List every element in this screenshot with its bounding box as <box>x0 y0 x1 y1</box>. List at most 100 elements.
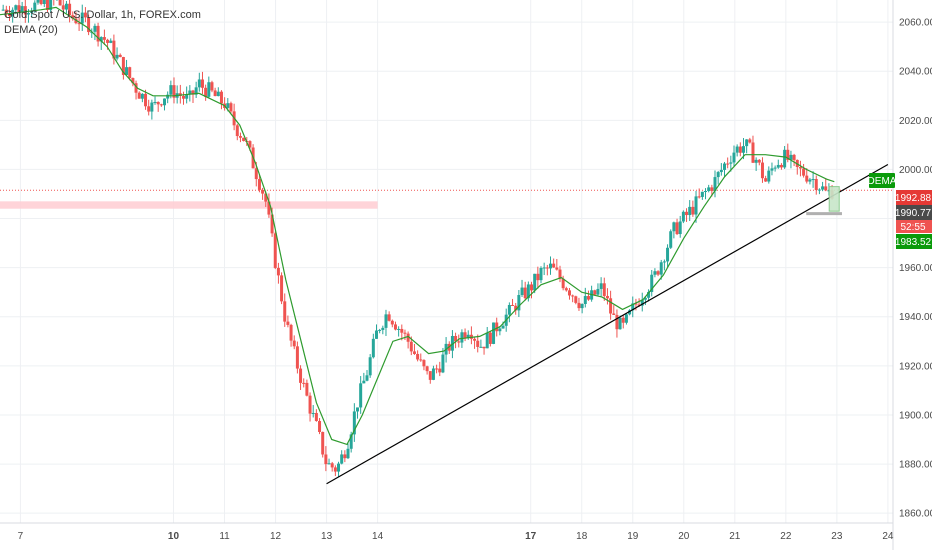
candle-body <box>238 136 242 138</box>
candle-body <box>77 23 81 25</box>
candle-body <box>14 5 18 10</box>
candle-body <box>422 360 426 367</box>
candle-body <box>704 191 708 193</box>
x-tick-label: 19 <box>627 531 639 542</box>
candle-body <box>501 325 505 329</box>
candle-body <box>583 296 587 304</box>
candle-body <box>295 346 299 369</box>
candle-body <box>283 301 287 322</box>
candle-body <box>416 353 420 360</box>
candle-body <box>36 0 40 3</box>
candle-body <box>536 273 540 281</box>
candle-body <box>397 328 401 330</box>
candle-body <box>87 17 91 33</box>
y-tick-label: 1900.00 <box>899 410 932 421</box>
candle-body <box>359 383 363 408</box>
x-tick-label: 17 <box>525 531 537 542</box>
candle-body <box>814 179 818 191</box>
candle-body <box>561 278 565 289</box>
candle-body <box>450 335 454 351</box>
candle-body <box>409 341 413 352</box>
candle-body <box>564 288 568 291</box>
candle-body <box>577 302 581 309</box>
candle-body <box>786 149 790 160</box>
candle-body <box>634 303 638 305</box>
y-tick-label: 2020.00 <box>899 116 932 127</box>
x-tick-label: 23 <box>831 531 843 542</box>
candle-body <box>798 167 802 169</box>
candle-body <box>802 168 806 176</box>
candle-body <box>476 340 480 347</box>
candle-body <box>811 179 815 181</box>
dema-value-badge <box>896 234 932 249</box>
candle-body <box>428 371 432 380</box>
candle-body <box>299 368 303 383</box>
x-tick-label: 20 <box>678 531 690 542</box>
dema-layer <box>0 6 835 446</box>
candle-body <box>311 412 315 414</box>
candle-body <box>362 380 366 384</box>
candle-body <box>169 85 173 95</box>
candle-body <box>783 149 787 168</box>
candle-body <box>242 137 246 141</box>
candle-body <box>621 317 625 323</box>
candle-body <box>463 332 467 338</box>
candle-body <box>61 5 65 10</box>
candle-body <box>552 263 556 268</box>
candle-body <box>760 162 764 179</box>
candle-body <box>457 341 461 343</box>
candle-body <box>30 11 34 13</box>
candle-body <box>39 0 43 5</box>
candle-body <box>333 467 337 472</box>
candle-body <box>210 82 214 91</box>
candle-body <box>140 93 144 99</box>
candle-body <box>150 102 154 112</box>
candle-body <box>473 338 477 341</box>
candle-body <box>121 57 125 75</box>
candle-body <box>42 0 46 5</box>
candle-body <box>156 101 160 105</box>
candle-body <box>533 273 537 291</box>
candle-body <box>599 283 603 289</box>
candle-body <box>356 407 360 412</box>
candle-body <box>314 412 318 421</box>
candle-body <box>64 3 68 10</box>
candle-body <box>302 382 306 384</box>
candle-body <box>349 434 353 449</box>
candle-body <box>542 267 546 269</box>
candle-body <box>574 296 578 303</box>
candle-body <box>368 357 372 376</box>
x-tick-label: 12 <box>270 531 282 542</box>
candle-body <box>805 175 809 182</box>
candle-body <box>1 9 5 11</box>
candle-body <box>270 214 274 234</box>
x-tick-label: 24 <box>882 531 894 542</box>
x-tick-label: 21 <box>729 531 741 542</box>
candle-body <box>352 411 356 435</box>
candle-body <box>7 13 11 16</box>
candle-body <box>308 395 312 414</box>
candle-body <box>49 0 53 11</box>
candle-body <box>340 454 344 464</box>
candle-body <box>191 90 195 95</box>
candle-body <box>615 314 619 330</box>
candle-body <box>419 359 423 361</box>
candle-body <box>106 39 110 43</box>
candle-body <box>204 87 208 97</box>
candle-body <box>685 211 689 216</box>
candle-body <box>605 295 609 299</box>
candle-body <box>514 305 518 311</box>
candle-body <box>694 196 698 215</box>
candle-body <box>343 454 347 459</box>
candle-body <box>254 168 258 180</box>
candle-body <box>681 211 685 222</box>
candle-body <box>4 9 8 14</box>
candle-body <box>153 101 157 103</box>
candle-body <box>773 167 777 169</box>
candle-body <box>662 261 666 263</box>
y-tick-label: 1860.00 <box>899 509 932 520</box>
candle-body <box>147 106 151 112</box>
candle-body <box>729 162 733 164</box>
candle-body <box>808 179 812 182</box>
